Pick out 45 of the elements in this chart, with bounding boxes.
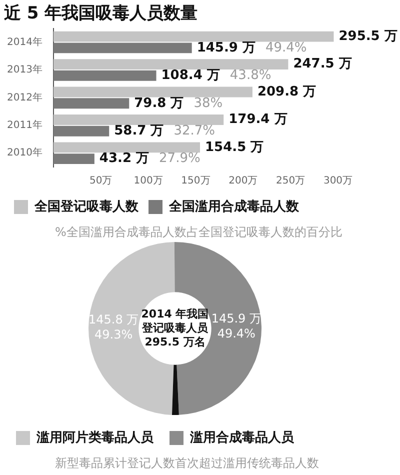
legend-label: 滥用阿片类毒品人员 <box>36 430 154 446</box>
bar <box>53 70 156 81</box>
y-tick-label: 2013年 <box>6 64 42 76</box>
bar <box>53 59 288 70</box>
bar <box>53 114 224 125</box>
bar <box>53 142 200 153</box>
bar <box>53 86 252 98</box>
y-tick-label: 2010年 <box>6 146 42 159</box>
x-tick-label: 150万 <box>181 176 210 187</box>
annotation: 27.9% <box>159 151 200 166</box>
data-label: 145.9 万 <box>196 40 256 56</box>
data-label: 58.7 万 <box>114 123 164 138</box>
legend-label: 全国滥用合成毒品人数 <box>168 198 300 214</box>
data-label: 154.5 万 <box>204 140 264 155</box>
data-label: 43.2 万 <box>99 151 150 166</box>
bar <box>53 154 94 164</box>
x-tick-label: 200万 <box>228 176 258 187</box>
text: %全国滥用合成毒品人数占全国登记吸毒人数的百分比 <box>54 224 344 240</box>
legend-label: 全国登记吸毒人数 <box>34 199 140 214</box>
x-tick-label: 300万 <box>323 176 353 187</box>
text: 2014 年我国登记吸毒人员295.5 万名 <box>141 307 209 348</box>
annotation: 32.7% <box>174 123 216 138</box>
annotation: 49.4% <box>265 40 307 56</box>
data-label: 179.4 万 <box>228 112 288 128</box>
data-label: 79.8 万 <box>134 96 184 111</box>
data-label: 145.9 万 49.4% <box>211 312 262 341</box>
x-tick-label: 100万 <box>134 176 163 187</box>
y-tick-label: 2011年 <box>6 119 42 132</box>
x-tick-label: 250万 <box>276 176 306 187</box>
legend-label: 滥用合成毒品人员 <box>189 429 295 446</box>
data-label: 295.5 万 <box>338 28 398 44</box>
text: 新型毒品累计登记人数首次超过滥用传统毒品人数 <box>54 455 320 471</box>
x-tick-label: 50万 <box>90 176 112 187</box>
bar <box>53 31 334 42</box>
bar <box>53 126 110 136</box>
data-label: 108.4 万 <box>161 68 220 84</box>
bar <box>53 42 192 54</box>
annotation: 38% <box>194 96 223 111</box>
y-tick-label: 2012年 <box>6 91 42 104</box>
data-label: 209.8 万 <box>257 84 316 100</box>
y-tick-label: 2014年 <box>6 36 42 48</box>
data-label: 247.5 万 <box>293 56 352 72</box>
bar <box>53 98 130 109</box>
chart-title: 近 5 年我国吸毒人员数量 <box>3 4 198 24</box>
annotation: 43.8% <box>230 68 272 84</box>
